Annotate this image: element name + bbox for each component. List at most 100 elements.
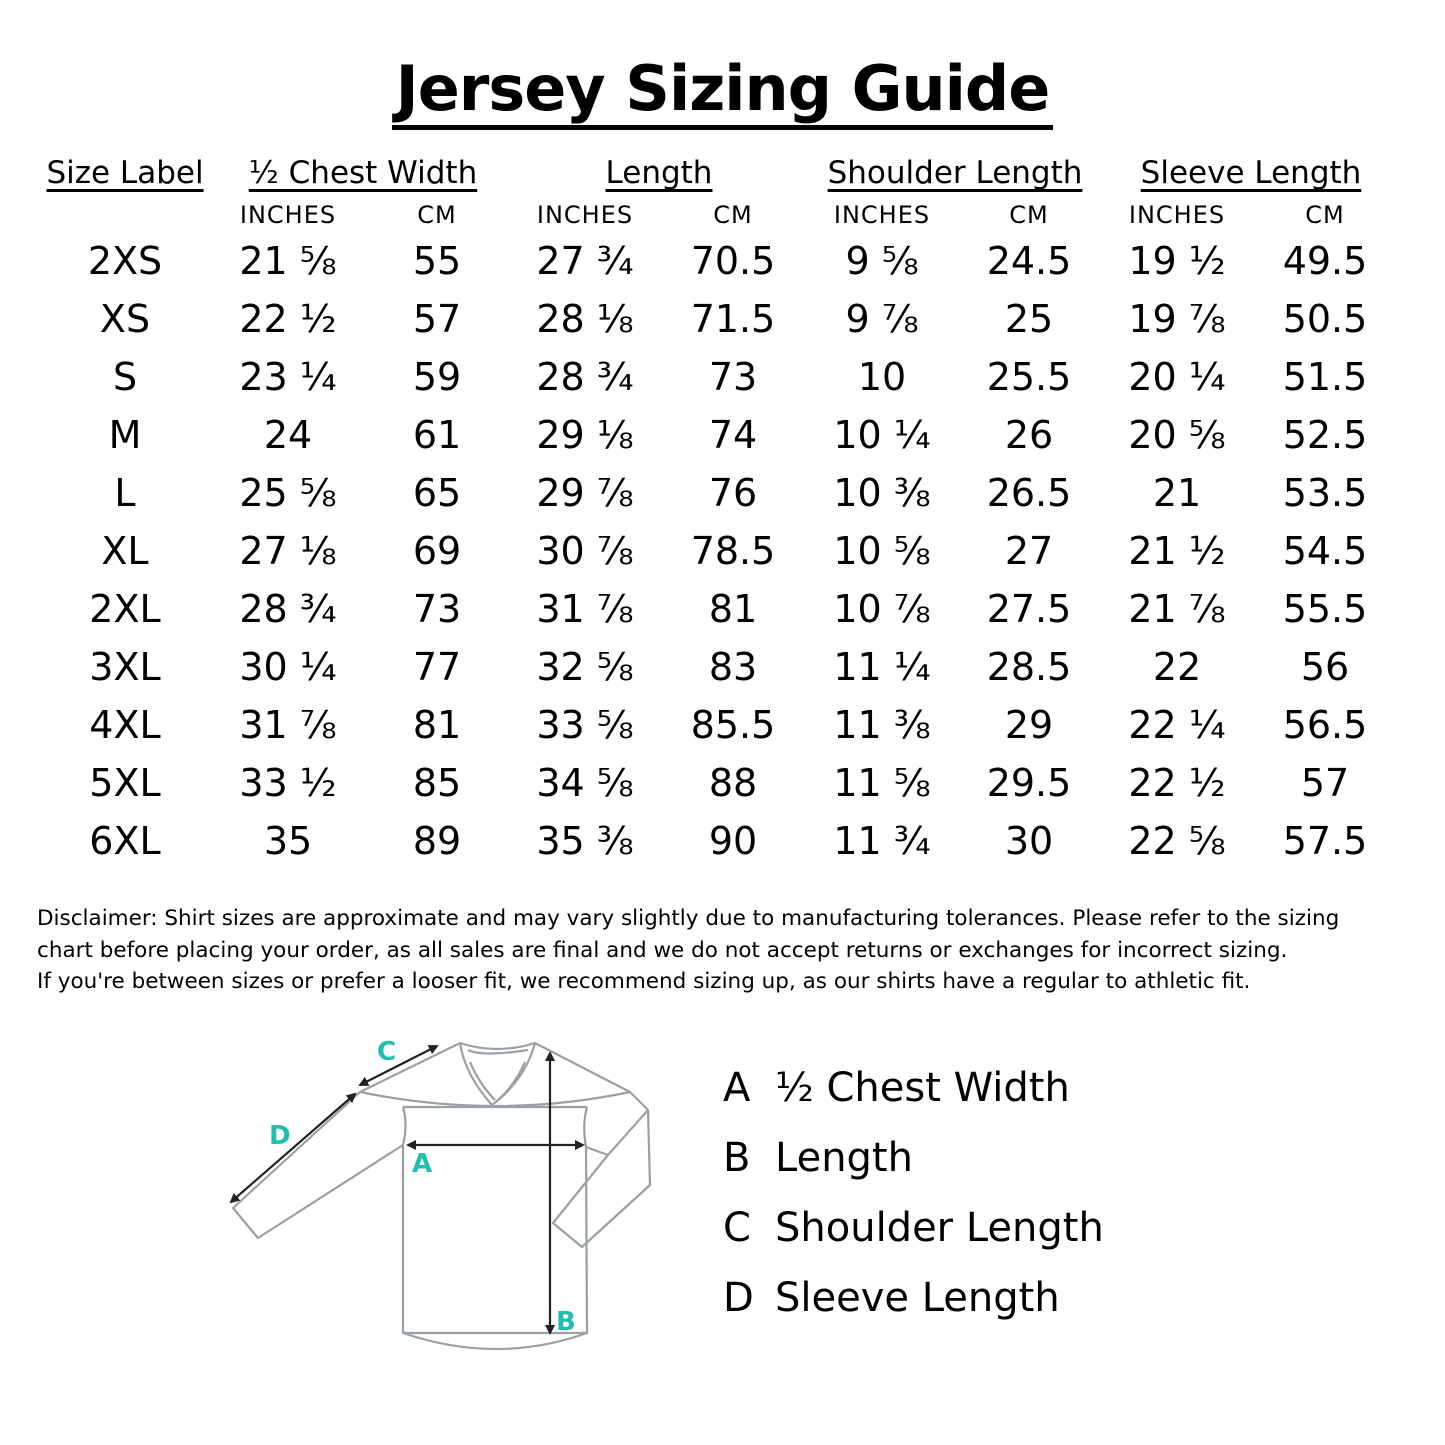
cell-size: XL — [101, 529, 149, 573]
header-sleeve-length: Sleeve Length — [1140, 155, 1362, 191]
cell-length-in: 30 ⅞ — [536, 529, 634, 573]
cell-sleeve-cm: 50.5 — [1282, 297, 1368, 341]
cell-chest-cm: 77 — [412, 645, 462, 689]
cell-chest-in: 30 ¼ — [239, 645, 337, 689]
legend-key: B — [723, 1135, 751, 1181]
cell-length-cm: 85.5 — [690, 703, 776, 747]
cell-chest-in: 28 ¾ — [239, 587, 337, 631]
cell-chest-in: 27 ⅛ — [239, 529, 337, 573]
disclaimer: Disclaimer: Shirt sizes are approximate … — [37, 903, 1339, 998]
cell-chest-in: 33 ½ — [239, 761, 337, 805]
title-text: Jersey Sizing Guide — [391, 52, 1054, 130]
arrow-d — [229, 1092, 357, 1204]
cell-shoulder-in: 11 ¼ — [833, 645, 931, 689]
cell-sleeve-cm: 54.5 — [1282, 529, 1368, 573]
cell-length-in: 34 ⅝ — [536, 761, 634, 805]
disclaimer-line: If you're between sizes or prefer a loos… — [37, 969, 1251, 994]
diagram-label-c: C — [377, 1037, 396, 1067]
diagram-label-a: A — [412, 1149, 432, 1179]
cell-shoulder-in: 9 ⅞ — [845, 297, 919, 341]
cell-shoulder-cm: 27.5 — [986, 587, 1072, 631]
cell-shoulder-cm: 26 — [1004, 413, 1054, 457]
unit-label-length-cm: CM — [713, 201, 753, 229]
cell-sleeve-cm: 51.5 — [1282, 355, 1368, 399]
cell-sleeve-in: 21 ⅞ — [1128, 587, 1226, 631]
cell-chest-cm: 69 — [412, 529, 462, 573]
cell-chest-cm: 57 — [412, 297, 462, 341]
cell-shoulder-in: 10 — [857, 355, 907, 399]
cell-chest-in: 25 ⅝ — [239, 471, 337, 515]
cell-length-in: 29 ⅛ — [536, 413, 634, 457]
cell-length-cm: 70.5 — [690, 239, 776, 283]
cell-shoulder-cm: 26.5 — [986, 471, 1072, 515]
cell-size: M — [108, 413, 142, 457]
header-shoulder-length: Shoulder Length — [827, 155, 1083, 191]
cell-shoulder-in: 10 ⅜ — [833, 471, 931, 515]
cell-size: 5XL — [89, 761, 161, 805]
cell-length-in: 35 ⅜ — [536, 819, 634, 863]
cell-sleeve-in: 22 — [1152, 645, 1202, 689]
cell-sleeve-in: 19 ⅞ — [1128, 297, 1226, 341]
diagram-label-b: B — [556, 1307, 576, 1337]
jersey-outline — [231, 1041, 652, 1351]
cell-sleeve-cm: 56 — [1300, 645, 1350, 689]
cell-chest-cm: 59 — [412, 355, 462, 399]
cell-size: XS — [99, 297, 151, 341]
diagram-label-d: D — [269, 1121, 291, 1151]
unit-label-sleeve-in: INCHES — [1128, 201, 1226, 229]
cell-length-cm: 90 — [708, 819, 758, 863]
cell-length-cm: 81 — [708, 587, 758, 631]
legend-label: ½ Chest Width — [775, 1065, 1070, 1111]
cell-length-in: 28 ⅛ — [536, 297, 634, 341]
cell-shoulder-in: 11 ⅜ — [833, 703, 931, 747]
cell-size: L — [114, 471, 136, 515]
cell-chest-cm: 65 — [412, 471, 462, 515]
cell-shoulder-cm: 30 — [1004, 819, 1054, 863]
cell-length-cm: 71.5 — [690, 297, 776, 341]
cell-shoulder-cm: 29.5 — [986, 761, 1072, 805]
legend-key: A — [723, 1065, 751, 1111]
cell-sleeve-in: 19 ½ — [1128, 239, 1226, 283]
cell-shoulder-cm: 25.5 — [986, 355, 1072, 399]
legend-label: Length — [775, 1135, 913, 1181]
cell-sleeve-in: 22 ½ — [1128, 761, 1226, 805]
legend-item-a: A ½ Chest Width — [723, 1065, 1070, 1111]
legend-item-b: B Length — [723, 1135, 913, 1181]
cell-size: 6XL — [89, 819, 161, 863]
cell-size: 2XS — [87, 239, 163, 283]
cell-chest-cm: 55 — [412, 239, 462, 283]
cell-shoulder-in: 10 ⅝ — [833, 529, 931, 573]
legend-label: Sleeve Length — [775, 1275, 1060, 1321]
cell-sleeve-cm: 56.5 — [1282, 703, 1368, 747]
cell-chest-in: 31 ⅞ — [239, 703, 337, 747]
disclaimer-line: Disclaimer: Shirt sizes are approximate … — [37, 906, 1340, 931]
legend-key: C — [723, 1205, 751, 1251]
legend-label: Shoulder Length — [775, 1205, 1104, 1251]
cell-length-cm: 83 — [708, 645, 758, 689]
cell-sleeve-in: 21 ½ — [1128, 529, 1226, 573]
disclaimer-line: chart before placing your order, as all … — [37, 937, 1288, 963]
unit-label-sleeve-cm: CM — [1305, 201, 1345, 229]
cell-shoulder-cm: 25 — [1004, 297, 1054, 341]
cell-shoulder-in: 9 ⅝ — [845, 239, 919, 283]
cell-length-cm: 76 — [708, 471, 758, 515]
header-chest-width: ½ Chest Width — [248, 155, 478, 191]
cell-chest-in: 22 ½ — [239, 297, 337, 341]
cell-sleeve-in: 20 ⅝ — [1128, 413, 1226, 457]
cell-length-cm: 74 — [708, 413, 758, 457]
cell-sleeve-cm: 53.5 — [1282, 471, 1368, 515]
legend-item-d: D Sleeve Length — [723, 1275, 1060, 1321]
cell-shoulder-cm: 24.5 — [986, 239, 1072, 283]
legend-key: D — [723, 1275, 754, 1321]
cell-sleeve-cm: 57 — [1300, 761, 1350, 805]
cell-chest-cm: 85 — [412, 761, 462, 805]
cell-chest-cm: 61 — [412, 413, 462, 457]
cell-length-cm: 88 — [708, 761, 758, 805]
unit-label-shoulder-in: INCHES — [833, 201, 931, 229]
cell-shoulder-in: 10 ¼ — [833, 413, 931, 457]
cell-shoulder-in: 11 ⅝ — [833, 761, 931, 805]
cell-length-in: 27 ¾ — [536, 239, 634, 283]
cell-chest-in: 23 ¼ — [239, 355, 337, 399]
cell-length-in: 33 ⅝ — [536, 703, 634, 747]
